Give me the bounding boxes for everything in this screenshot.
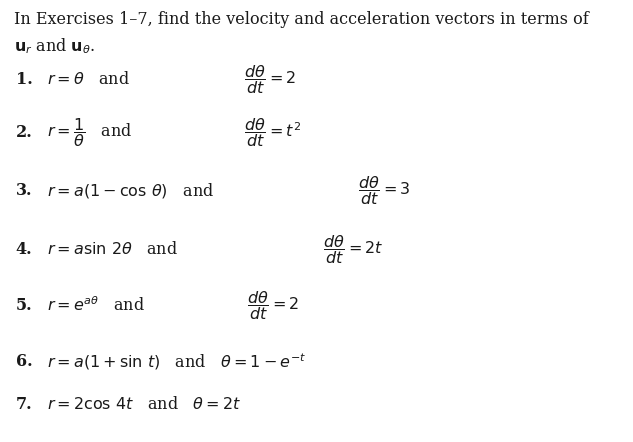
Text: $r = a(1 + \sin\,t)$   and   $\theta = 1 - e^{-t}$: $r = a(1 + \sin\,t)$ and $\theta = 1 - e… [47, 351, 307, 372]
Text: In Exercises 1–7, find the velocity and acceleration vectors in terms of: In Exercises 1–7, find the velocity and … [14, 11, 589, 28]
Text: 5.: 5. [16, 297, 32, 314]
Text: $r = \theta$   and: $r = \theta$ and [47, 71, 130, 88]
Text: $\mathbf{u}_{r}$ and $\mathbf{u}_{\theta}$.: $\mathbf{u}_{r}$ and $\mathbf{u}_{\theta… [14, 36, 95, 56]
Text: 3.: 3. [16, 183, 32, 199]
Text: $\dfrac{d\theta}{dt} = 2$: $\dfrac{d\theta}{dt} = 2$ [244, 63, 296, 96]
Text: $r = a\sin\,2\theta$   and: $r = a\sin\,2\theta$ and [47, 241, 179, 258]
Text: $\dfrac{d\theta}{dt} = 3$: $\dfrac{d\theta}{dt} = 3$ [358, 175, 410, 207]
Text: 1.: 1. [16, 71, 32, 88]
Text: 2.: 2. [16, 124, 32, 141]
Text: $r = \dfrac{1}{\theta}$   and: $r = \dfrac{1}{\theta}$ and [47, 116, 133, 149]
Text: 4.: 4. [16, 241, 32, 258]
Text: $\dfrac{d\theta}{dt} = t^2$: $\dfrac{d\theta}{dt} = t^2$ [244, 116, 301, 149]
Text: $r = 2\cos\,4t$   and   $\theta = 2t$: $r = 2\cos\,4t$ and $\theta = 2t$ [47, 396, 241, 413]
Text: $\dfrac{d\theta}{dt} = 2t$: $\dfrac{d\theta}{dt} = 2t$ [323, 233, 384, 266]
Text: 7.: 7. [16, 396, 32, 413]
Text: $\dfrac{d\theta}{dt} = 2$: $\dfrac{d\theta}{dt} = 2$ [247, 290, 299, 322]
Text: $r = a(1 - \cos\,\theta)$   and: $r = a(1 - \cos\,\theta)$ and [47, 182, 215, 200]
Text: $r = e^{a\theta}$   and: $r = e^{a\theta}$ and [47, 297, 146, 315]
Text: 6.: 6. [16, 353, 32, 370]
